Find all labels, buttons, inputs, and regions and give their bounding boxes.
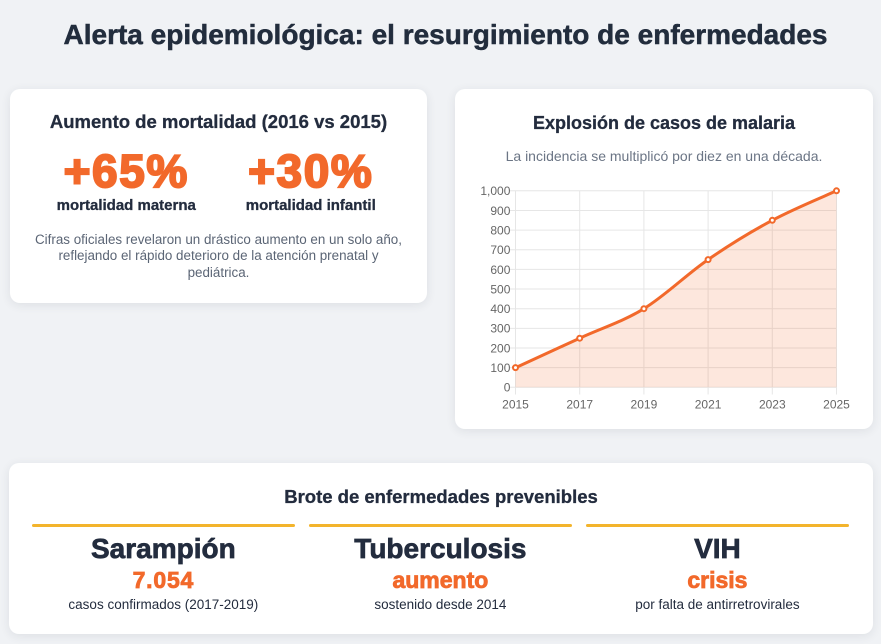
svg-text:2017: 2017 [566, 398, 593, 412]
svg-text:400: 400 [490, 302, 510, 316]
svg-text:300: 300 [490, 322, 510, 336]
svg-text:2019: 2019 [631, 398, 658, 412]
svg-text:2021: 2021 [695, 398, 722, 412]
svg-text:600: 600 [490, 263, 510, 277]
svg-text:800: 800 [490, 223, 510, 237]
svg-text:700: 700 [490, 243, 510, 257]
svg-text:1,000: 1,000 [480, 184, 510, 198]
svg-text:0: 0 [504, 381, 511, 395]
svg-text:100: 100 [490, 361, 510, 375]
svg-text:200: 200 [490, 341, 510, 355]
svg-text:2025: 2025 [823, 398, 850, 412]
svg-text:2023: 2023 [759, 398, 786, 412]
svg-text:900: 900 [490, 204, 510, 218]
svg-text:500: 500 [490, 282, 510, 296]
svg-text:2015: 2015 [502, 398, 529, 412]
